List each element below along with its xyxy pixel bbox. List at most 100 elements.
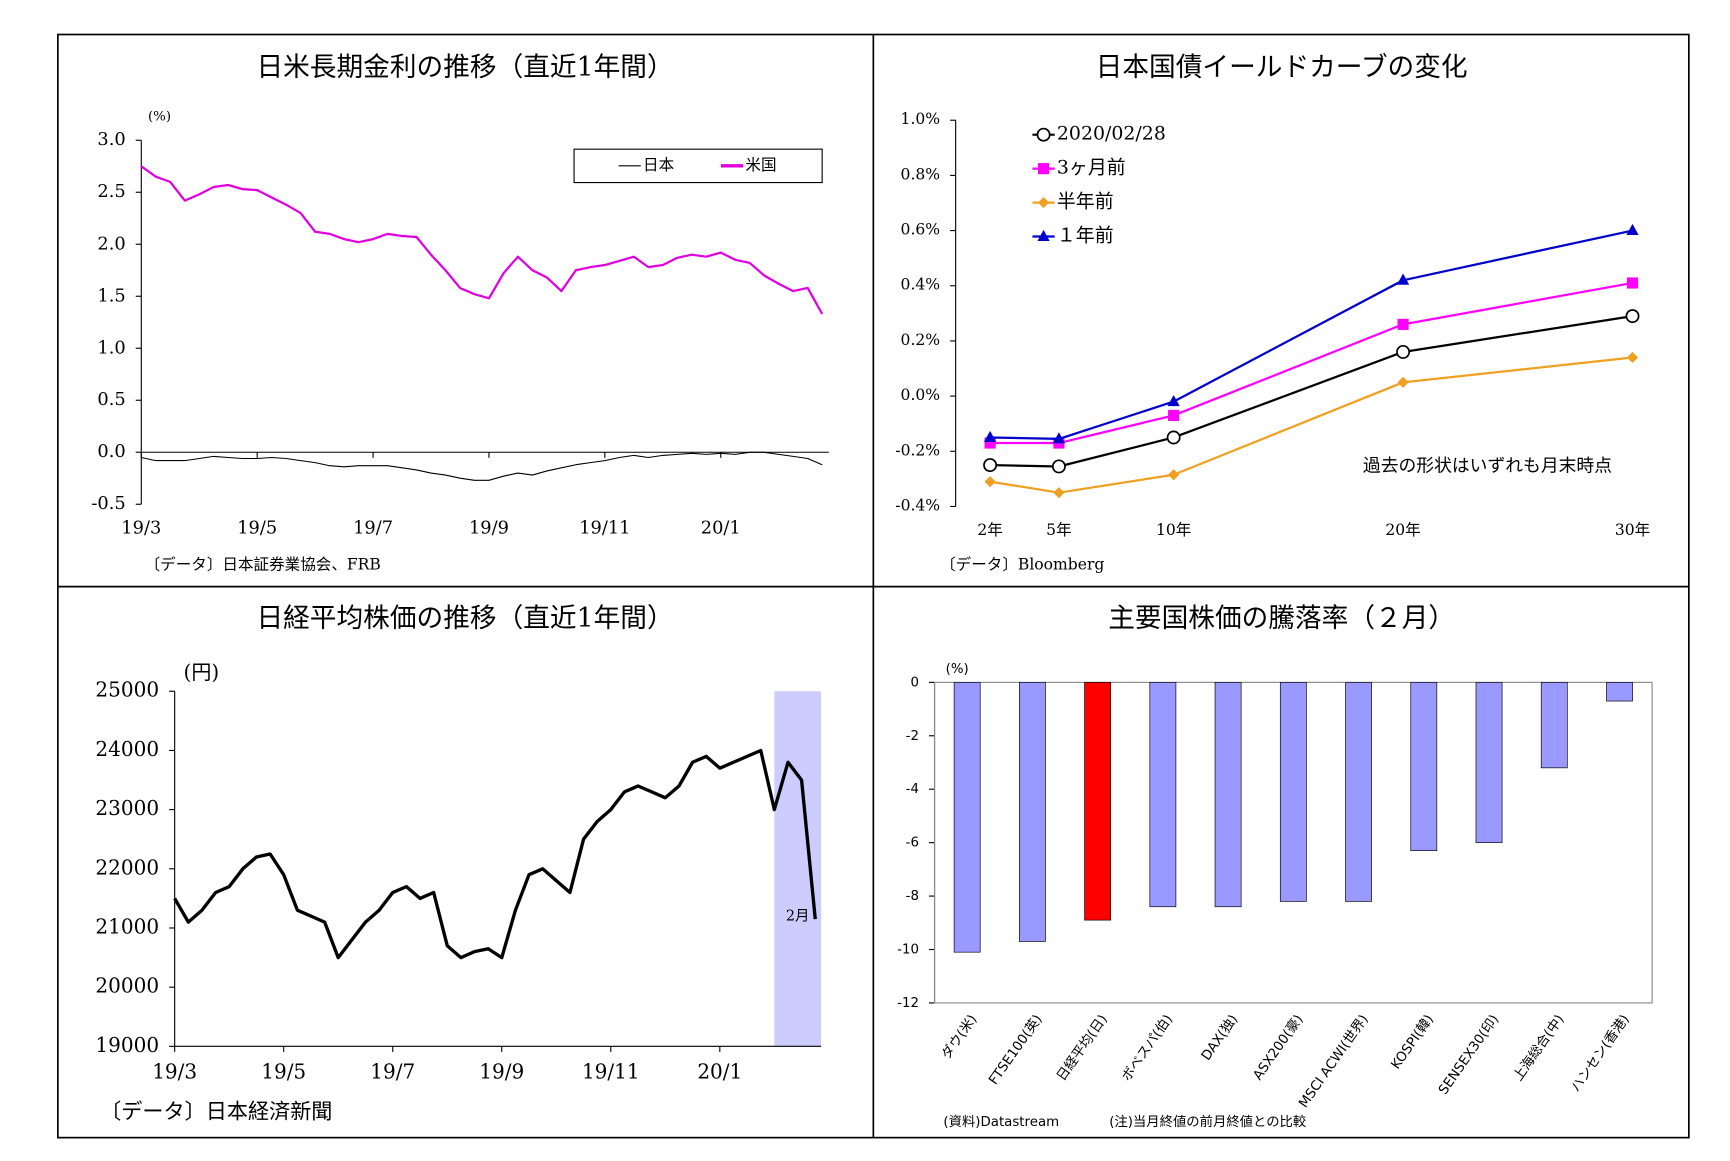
highlight-band [774,691,822,1047]
x-tick-label: 19/3 [152,1060,197,1084]
bar [1606,682,1633,702]
data-point [983,458,998,473]
data-point [1052,432,1066,444]
x-tick-label: DAX(独) [1198,1012,1241,1064]
x-tick-label: ASX200(豪) [1250,1012,1307,1083]
x-tick-label: 5年 [1046,521,1071,539]
x-tick-label: 30年 [1615,521,1650,539]
data-point [1626,277,1639,289]
legend-label: 半年前 [1057,191,1114,213]
legend-label: 3ヶ月前 [1057,157,1126,179]
bar [1540,682,1568,769]
data-point [1396,273,1410,285]
series-line [140,165,824,315]
legend-label: 日本 [643,156,675,174]
data-point [1038,163,1050,175]
x-tick-label: 日経平均(日) [1054,1012,1111,1084]
chart-title: 日本国債イールドカーブの変化 [1096,52,1468,83]
y-tick-label: -0.2% [895,441,940,459]
chart-title: 日経平均株価の推移（直近1年間） [256,603,673,634]
data-point [1038,197,1050,209]
y-tick-label: 21000 [95,914,159,938]
x-tick-label: 19/7 [370,1060,415,1084]
bar [1084,682,1112,921]
bar [1475,682,1503,843]
y-tick-label: 0.0% [901,386,941,404]
y-tick-label: 0.5 [97,389,125,410]
y-tick-label: 2.5 [97,181,125,202]
chart-title: 主要国株価の騰落率（２月） [1108,603,1455,634]
chart-title: 日米長期金利の推移（直近1年間） [256,52,673,83]
data-point [1051,459,1066,474]
y-tick-label: 0.6% [901,221,941,239]
data-point [1168,469,1180,481]
x-tick-label: 19/9 [479,1060,524,1084]
x-tick-label: 2年 [977,521,1002,539]
data-point [1168,409,1180,421]
y-tick-label: -0.4% [895,496,940,514]
x-tick-label: 19/11 [582,1060,640,1084]
footnote: (資料)Datastream [943,1114,1059,1130]
y-tick-label: 25000 [95,678,159,702]
y-tick-label: -4 [906,782,919,797]
x-tick-label: SENSEX30(印) [1435,1012,1502,1098]
data-point [1397,318,1409,330]
y-tick-label: -8 [906,889,919,904]
data-point [984,476,996,488]
annotation: 過去の形状はいずれも月末時点 [1363,455,1612,476]
data-point [1396,345,1411,359]
bar [1149,682,1177,908]
x-tick-label: ボベスパ(伯) [1119,1012,1176,1085]
series-line [990,229,1633,441]
unit-label: (%) [148,109,171,124]
x-tick-label: MSCI ACWI(世界) [1296,1012,1372,1111]
data-point [1167,394,1180,407]
x-tick-label: FTSE100(英) [985,1011,1046,1088]
data-point [1037,229,1050,241]
data-point [1036,127,1051,142]
legend-label: 2020/02/28 [1057,123,1166,145]
source-note: 〔データ〕Bloomberg [940,554,1104,573]
x-tick-label: 20年 [1385,521,1420,539]
y-tick-label: -6 [906,836,919,851]
legend-box [573,148,823,184]
bar [1019,682,1046,942]
y-tick-label: 0.0 [97,441,125,462]
y-tick-label: 22000 [95,855,159,879]
x-tick-label: 上海総合(中) [1510,1012,1567,1084]
x-tick-label: 19/3 [121,518,161,539]
y-tick-label: 2.0 [97,233,125,254]
data-point [1626,223,1639,236]
data-point [1053,487,1065,499]
source-note: 〔データ〕日本証券業協会、FRB [145,554,381,573]
data-point [1166,430,1181,445]
x-tick-label: 19/9 [469,518,509,539]
data-point [1626,351,1639,364]
y-tick-label: 0 [910,675,918,690]
data-point [984,437,996,449]
x-tick-label: 20/1 [701,518,741,539]
y-tick-label: -10 [897,943,919,958]
y-tick-label: 0.2% [901,331,941,349]
y-tick-label: 23000 [95,796,159,820]
bar [1345,682,1372,902]
y-tick-label: 20000 [95,974,159,998]
y-tick-label: -12 [897,996,919,1011]
legend-label: １年前 [1057,225,1114,247]
unit-label: (円) [184,660,220,684]
bar [1410,682,1438,851]
data-point [1397,376,1409,388]
bar [953,682,981,953]
x-tick-label: 10年 [1156,521,1191,539]
y-tick-label: 0.4% [901,276,941,294]
x-tick-label: ダウ(米) [938,1012,980,1063]
series-line [141,451,823,481]
x-tick-label: ハンセン(香港) [1568,1012,1633,1095]
y-tick-label: 19000 [95,1033,159,1057]
data-point [1625,309,1640,324]
footnote: (注)当月終値の前月終値との比較 [1109,1113,1306,1130]
y-tick-label: 24000 [95,737,159,761]
legend-label: 米国 [745,156,776,174]
y-tick-label: 3.0 [97,129,125,150]
